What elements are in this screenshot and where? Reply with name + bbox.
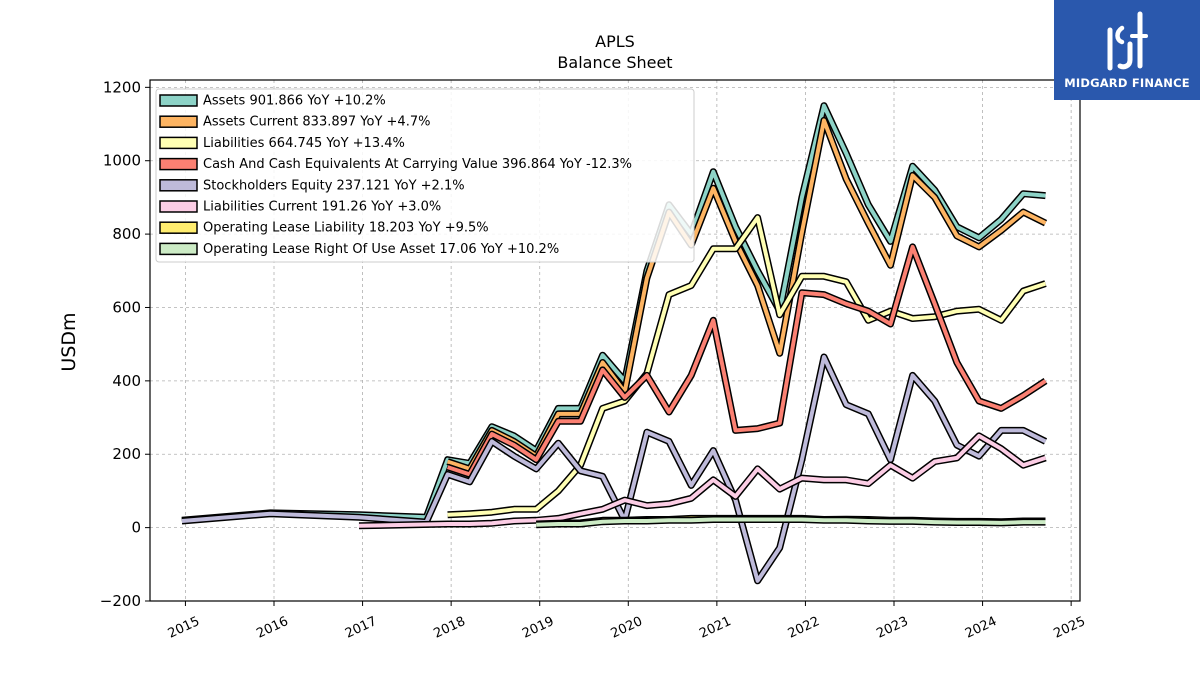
series-cash-and-cash-equivalents-at-carrying-value: [446, 243, 1048, 478]
legend-swatch: [159, 115, 198, 128]
series-operating-lease-right-of-use-asset: [536, 516, 1046, 529]
y-tick-label: 1200: [103, 78, 141, 96]
x-tick-label: 2022: [786, 614, 822, 642]
y-tick-label: 200: [112, 445, 141, 463]
legend-entry: Stockholders Equity 237.121 YoY +2.1%: [203, 178, 465, 193]
x-tick-label: 2018: [431, 614, 467, 642]
brand-logo: MIDGARD FINANCE: [1054, 0, 1200, 100]
series-outline: [181, 353, 1048, 585]
legend-swatch: [159, 242, 198, 256]
y-axis-label: USDm: [58, 312, 80, 371]
x-tick-label: 2015: [166, 614, 202, 642]
legend-entry: Liabilities Current 191.26 YoY +3.0%: [203, 200, 441, 215]
chart-title: APLS: [595, 32, 635, 51]
series-stockholders-equity: [181, 353, 1048, 585]
y-tick-label: 400: [112, 372, 141, 390]
series-line: [447, 215, 1047, 517]
y-tick-label: 800: [112, 225, 141, 243]
y-tick-label: 1000: [103, 152, 141, 170]
legend-swatch: [159, 221, 198, 234]
legend-swatch: [159, 94, 198, 107]
legend-entry: Liabilities 664.745 YoY +13.4%: [203, 136, 405, 151]
x-tick-label: 2019: [520, 614, 556, 642]
chart-subtitle: Balance Sheet: [557, 53, 672, 72]
legend-entry: Assets Current 833.897 YoY +4.7%: [203, 115, 430, 130]
series-line: [536, 517, 1046, 527]
legend-entry: Operating Lease Liability 18.203 YoY +9.…: [203, 221, 489, 236]
legend: Assets 901.866 YoY +10.2% Assets Current …: [155, 88, 695, 263]
legend-entry: Assets 901.866 YoY +10.2%: [203, 94, 386, 109]
series-lines: [181, 102, 1048, 585]
series-liabilities: [447, 214, 1047, 519]
legend-box: [155, 88, 695, 263]
legend-swatch: [159, 200, 198, 213]
series-line: [358, 433, 1047, 528]
x-tick-label: 2020: [609, 614, 645, 642]
x-tick-label: 2025: [1051, 614, 1087, 642]
x-tick-label: 2016: [254, 614, 290, 642]
series-line: [181, 355, 1047, 583]
x-tick-label: 2024: [963, 614, 999, 642]
legend-swatch: [159, 179, 198, 192]
legend-swatch: [159, 157, 198, 171]
brand-mark-icon: [1107, 11, 1148, 71]
series-line: [446, 244, 1047, 477]
x-tick-label: 2021: [697, 614, 733, 642]
brand-name: MIDGARD FINANCE: [1064, 76, 1190, 90]
series-liabilities-current: [358, 432, 1047, 530]
y-tick-label: 600: [112, 298, 141, 316]
x-tick-label: 2023: [874, 614, 910, 642]
legend-entry: Cash And Cash Equivalents At Carrying Va…: [203, 157, 632, 172]
legend-swatch: [159, 136, 198, 150]
y-tick-label: 0: [131, 519, 141, 537]
x-tick-label: 2017: [343, 614, 379, 642]
plot-frame: [149, 79, 1081, 602]
y-tick-label: −200: [100, 592, 141, 610]
legend-entry: Operating Lease Right Of Use Asset 17.06…: [203, 242, 559, 257]
